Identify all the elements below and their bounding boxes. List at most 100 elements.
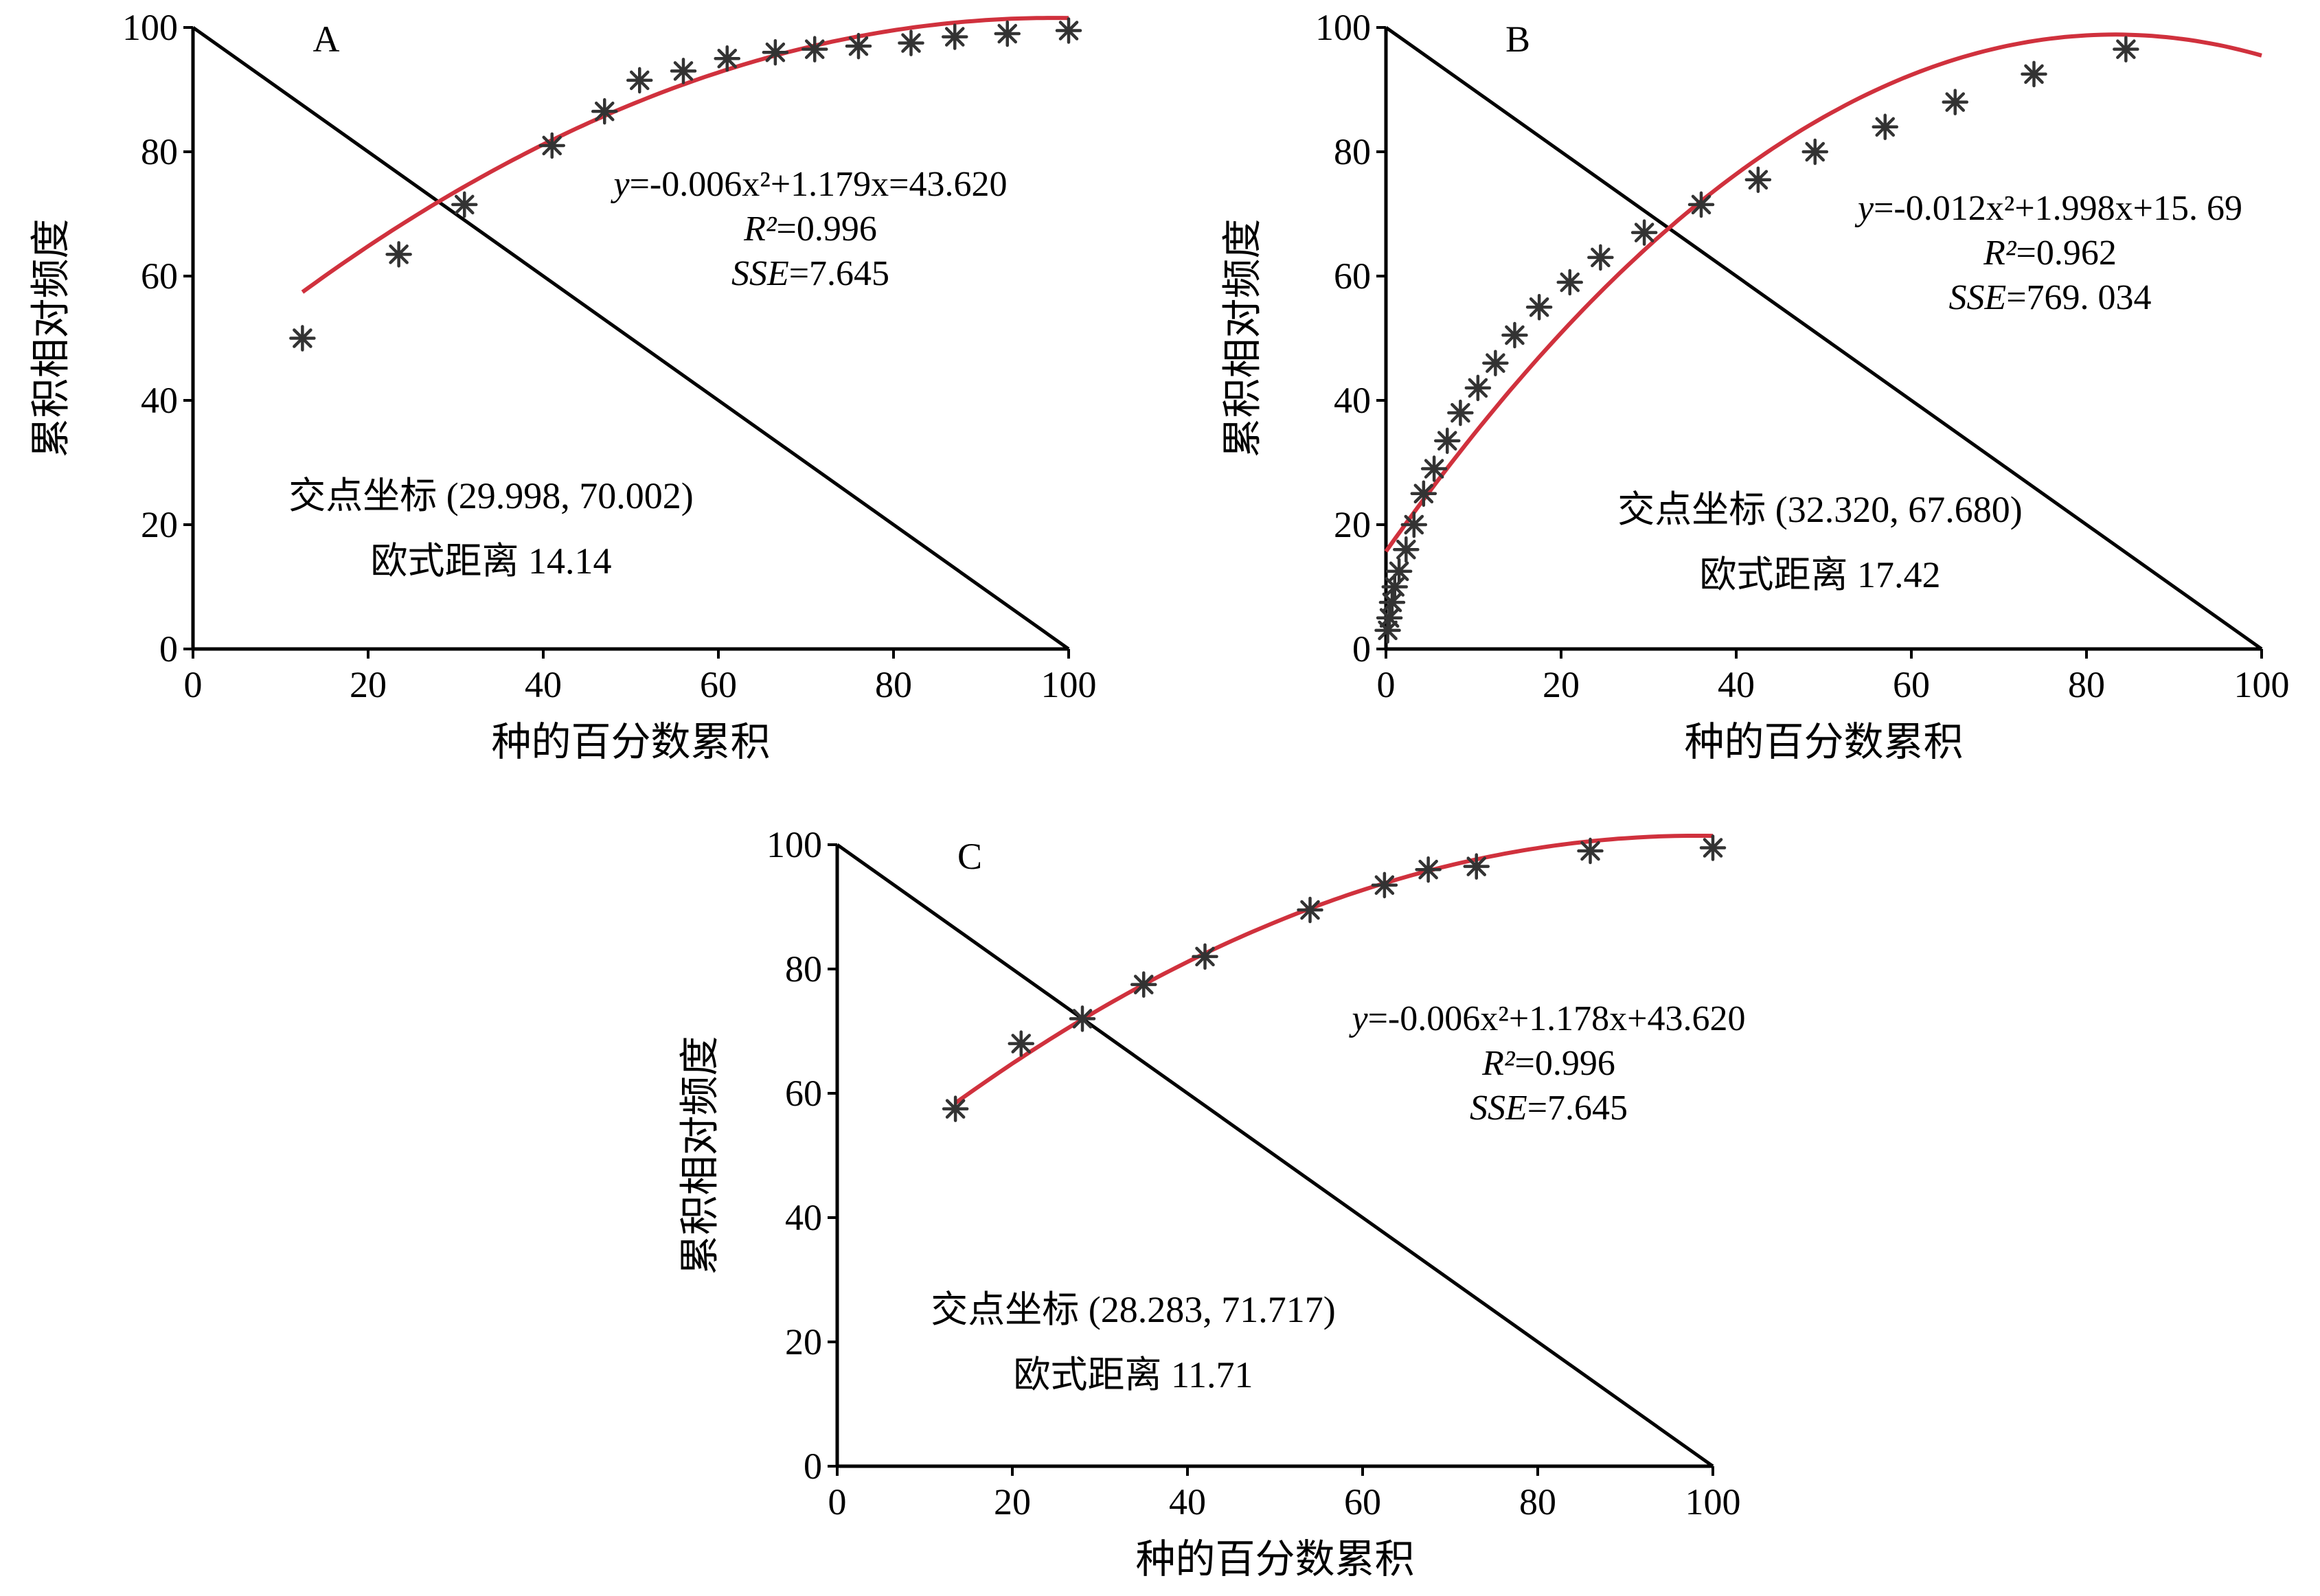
data-point [1463,853,1490,880]
sse: SSE=769. 034 [1948,278,2151,317]
equation-y-symbol: y [1854,189,1874,228]
x-tick-label: 20 [1543,664,1580,705]
y-tick-label: 80 [785,948,822,990]
data-point [670,58,697,84]
data-point-stroke [901,33,921,53]
equation-body: =-0.012x²+1.998x+15. 69 [1874,189,2242,228]
data-point [1371,871,1398,899]
y-tick-label: 20 [141,504,178,545]
y-tick-label: 100 [1315,7,1371,48]
data-point-stroke [1451,402,1470,423]
x-axis-title: 种的百分数累积 [1684,720,1963,764]
y-tick-label: 80 [141,131,178,172]
data-point [1420,455,1448,482]
data-point-stroke [1945,92,1966,112]
data-point-stroke [389,244,409,264]
data-point-stroke [2024,64,2044,84]
data-point-stroke [1560,272,1580,293]
data-point-stroke [1580,841,1600,861]
sse: SSE=7.645 [1470,1088,1628,1128]
data-point [2113,36,2139,62]
data-point [1577,837,1604,865]
data-point-stroke [1418,859,1438,880]
x-tick-label: 80 [875,664,912,705]
data-point-stroke [1378,620,1398,641]
data-point [1393,536,1420,563]
x-tick-label: 60 [1893,664,1930,705]
sse-symbol: SSE [1470,1088,1527,1128]
data-point [1587,244,1614,271]
y-tick-label: 0 [159,628,178,670]
data-point [289,325,316,352]
data-point [591,98,618,125]
y-tick-label: 100 [766,824,822,865]
distance-annotation: 欧式距离 11.71 [1014,1354,1253,1395]
equation-body: =-0.006x²+1.179x=43.620 [630,165,1008,204]
data-point [1872,113,1898,141]
data-point [942,1095,969,1122]
data-point-stroke [944,27,965,47]
y-tick-label: 60 [141,255,178,297]
data-point-stroke [1591,247,1611,268]
data-point-stroke [1466,856,1487,876]
panel-label: B [1505,19,1530,60]
diagonal-line [1385,25,2263,651]
data-point-stroke [1468,378,1488,398]
data-point [1525,294,1553,321]
y-tick-label: 20 [1334,504,1371,545]
x-tick-label: 60 [700,664,737,705]
x-tick-label: 40 [1169,1481,1206,1523]
data-point-stroke [1424,459,1444,479]
x-tick-label: 80 [1519,1481,1556,1523]
data-point-stroke [848,36,869,56]
y-tick-label: 40 [785,1197,822,1238]
intersection-annotation: 交点坐标 (32.320, 67.680) [1617,489,2022,530]
y-tick-label: 40 [1334,380,1371,421]
sse-symbol: SSE [731,254,789,293]
data-point-stroke [1133,974,1154,994]
x-tick-label: 60 [1344,1481,1381,1523]
x-tick-label: 100 [1685,1481,1741,1523]
data-point [1501,321,1528,349]
data-point [1447,399,1474,426]
data-point [714,45,740,72]
data-point-stroke [804,39,825,59]
r-squared: R²=0.962 [1983,233,2117,273]
y-tick-label: 60 [785,1073,822,1114]
data-point [1556,269,1583,296]
data-point-stroke [1805,141,1826,162]
data-point-stroke [997,23,1018,44]
data-point [898,30,924,56]
data-point [1381,573,1408,600]
data-point [385,241,412,268]
y-axis-title: 累积相对频度 [677,1036,722,1275]
y-axis-title: 累积相对频度 [28,218,73,457]
chart-panel-a: 0 20 40 60 80 100020406080100种的百分数累积累积相对频度Ay=… [28,7,1096,764]
y-tick-label: 20 [785,1321,822,1363]
diagonal-line [192,25,1070,651]
data-point-stroke [2116,39,2136,59]
r-squared-value: =0.996 [1515,1044,1615,1083]
data-point [1942,89,1968,115]
data-point [1482,350,1509,376]
x-tick-label: 20 [350,664,387,705]
y-tick-label: 40 [141,380,178,421]
sse-value: =7.645 [1527,1088,1628,1128]
fit-equation: y=-0.006x²+1.178x+43.620 [1349,999,1746,1038]
data-point [1415,856,1442,883]
x-tick-label: 0 [828,1481,847,1523]
data-point-stroke [1634,223,1654,242]
y-tick-label: 0 [804,1446,822,1487]
y-tick-label: 0 [1352,628,1371,670]
r-squared-symbol: R² [1481,1044,1516,1083]
diagonal-line [836,843,1714,1468]
chart-panel-c: 0 20 40 60 80 100020406080100种的百分数累积累积相对频度Cy=… [677,824,1745,1582]
data-point [845,32,872,60]
data-point-stroke [717,48,738,69]
data-point-stroke [1058,21,1079,41]
x-tick-label: 0 [1377,664,1396,705]
panel-label: A [313,19,340,60]
sse-symbol: SSE [1948,278,2006,317]
